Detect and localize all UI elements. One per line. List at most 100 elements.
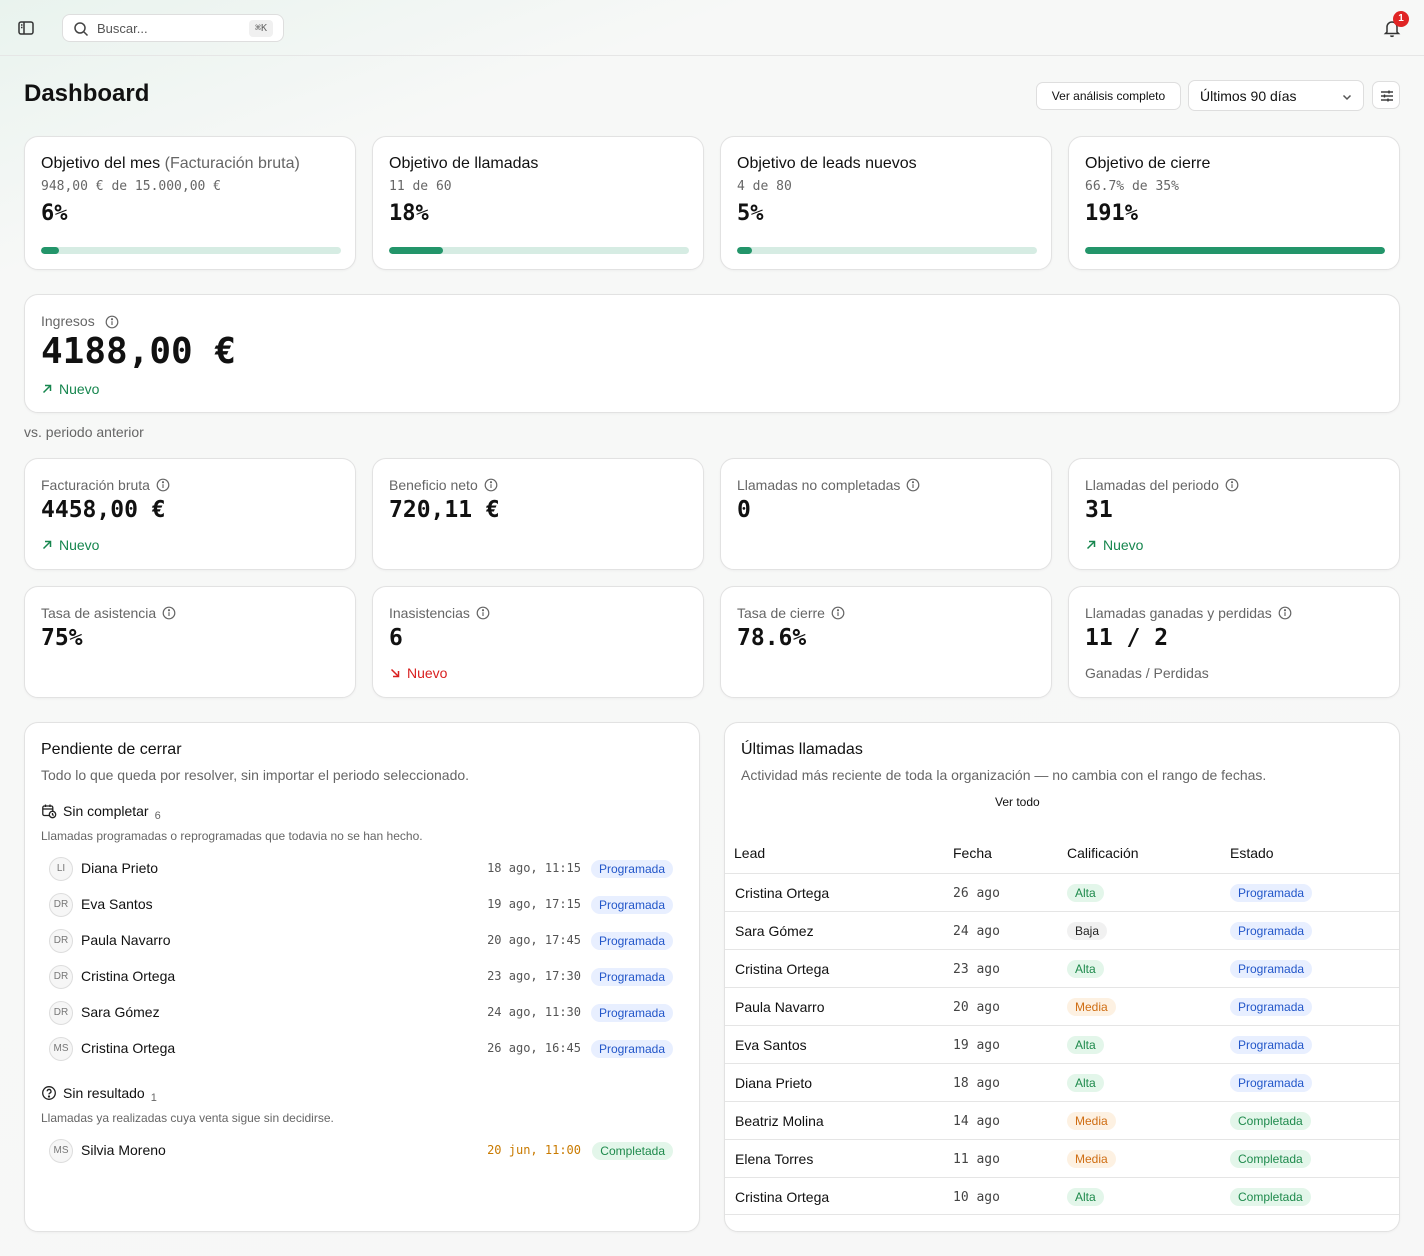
date-range-value: Últimos 90 días [1200, 88, 1297, 104]
column-header-lead[interactable]: Lead [734, 845, 766, 861]
metric-label: Tasa de asistencia [41, 605, 157, 621]
lead-name: Cristina Ortega [81, 968, 176, 984]
column-header-rating[interactable]: Calificación [1067, 845, 1139, 861]
column-header-status[interactable]: Estado [1230, 845, 1274, 861]
info-icon[interactable] [476, 606, 490, 620]
date-range-select[interactable]: Últimos 90 días [1188, 80, 1364, 111]
sliders-icon [1381, 90, 1393, 102]
table-row[interactable]: Paula Navarro 20 ago Media Programada [725, 987, 1399, 1025]
rating-badge: Alta [1067, 960, 1104, 978]
group-header-no-result: Sin resultado 1 [41, 1085, 157, 1104]
list-item[interactable]: LI Diana Prieto 18 ago, 11:15 Programada [49, 857, 673, 881]
metric-card-attendance-rate: Tasa de asistencia 75% [24, 586, 356, 698]
goal-progress-fill [389, 247, 443, 254]
info-icon[interactable] [156, 478, 170, 492]
search-shortcut: ⌘K [248, 20, 273, 37]
metric-value: 6 [389, 625, 403, 651]
metric-value: 31 [1085, 497, 1113, 523]
metric-label: Llamadas ganadas y perdidas [1085, 605, 1272, 621]
status-badge: Programada [590, 932, 673, 950]
goal-subtitle: 4 de 80 [737, 179, 792, 194]
filters-button[interactable] [1372, 81, 1400, 109]
table-row[interactable]: Elena Torres 11 ago Media Completada [725, 1139, 1399, 1177]
rating-badge: Alta [1067, 1188, 1104, 1206]
pending-card: Pendiente de cerrar Todo lo que queda po… [24, 722, 700, 1232]
info-icon[interactable] [831, 606, 845, 620]
table-row[interactable]: Cristina Ortega 26 ago Alta Programada [725, 873, 1399, 911]
list-item[interactable]: MS Cristina Ortega 26 ago, 16:45 Program… [49, 1037, 673, 1061]
metric-value: 78.6% [737, 625, 807, 651]
status-badge: Programada [590, 1004, 673, 1022]
status-badge: Programada [1230, 1036, 1313, 1054]
metric-trend: Nuevo [1085, 537, 1143, 553]
info-icon[interactable] [1278, 606, 1292, 620]
group-title: Sin completar [63, 803, 149, 819]
trend-label: Nuevo [59, 381, 100, 397]
metric-trend: Nuevo [389, 665, 447, 681]
metric-note: Ganadas / Perdidas [1085, 665, 1209, 681]
table-row[interactable]: Beatriz Molina 14 ago Media Completada [725, 1101, 1399, 1139]
info-icon[interactable] [484, 478, 498, 492]
call-date: 11 ago [953, 1152, 1000, 1167]
goal-card-month: Objetivo del mes (Facturación bruta) 948… [24, 136, 356, 270]
table-row[interactable]: Eva Santos 19 ago Alta Programada [725, 1025, 1399, 1063]
call-date: 18 ago, 11:15 [487, 861, 581, 875]
list-item[interactable]: DR Sara Gómez 24 ago, 11:30 Programada [49, 1001, 673, 1025]
list-item[interactable]: DR Eva Santos 19 ago, 17:15 Programada [49, 893, 673, 917]
list-item[interactable]: DR Paula Navarro 20 ago, 17:45 Programad… [49, 929, 673, 953]
status-badge: Programada [1230, 998, 1313, 1016]
metric-value: 0 [737, 497, 751, 523]
search-input[interactable]: Buscar... ⌘K [62, 14, 284, 42]
status-badge: Programada [590, 896, 673, 914]
list-item[interactable]: DR Cristina Ortega 23 ago, 17:30 Program… [49, 965, 673, 989]
info-icon[interactable] [1225, 478, 1239, 492]
call-date: 23 ago, 17:30 [487, 969, 581, 983]
trend-label: Nuevo [59, 537, 100, 553]
list-item[interactable]: MS Silvia Moreno 20 jun, 11:00 Completad… [49, 1139, 673, 1163]
goal-subtitle: 11 de 60 [389, 179, 452, 194]
metric-card-gross-billing: Facturación bruta 4458,00 € Nuevo [24, 458, 356, 570]
rating-badge: Alta [1067, 884, 1104, 902]
info-icon[interactable] [162, 606, 176, 620]
info-icon[interactable] [105, 315, 119, 334]
lead-name: Cristina Ortega [735, 1189, 830, 1205]
status-badge: Completada [1230, 1112, 1311, 1130]
trend-label: Nuevo [1103, 537, 1144, 553]
table-row[interactable]: Cristina Ortega 10 ago Alta Completada [725, 1177, 1399, 1215]
info-icon[interactable] [906, 478, 920, 492]
column-header-date[interactable]: Fecha [953, 845, 992, 861]
table-row[interactable]: Diana Prieto 18 ago Alta Programada [725, 1063, 1399, 1101]
goal-title: Objetivo de llamadas [389, 155, 539, 172]
status-badge: Programada [1230, 1074, 1313, 1092]
goal-progress-fill [1085, 247, 1385, 254]
revenue-label: Ingresos [41, 313, 95, 329]
status-badge: Completada [592, 1142, 673, 1160]
avatar: MS [49, 1037, 73, 1061]
avatar: DR [49, 893, 73, 917]
goal-percent: 191% [1085, 201, 1138, 226]
rating-badge: Media [1067, 1112, 1116, 1130]
full-analysis-button[interactable]: Ver análisis completo [1036, 82, 1181, 110]
metric-label: Facturación bruta [41, 477, 150, 493]
group-title: Sin resultado [63, 1085, 145, 1101]
lead-name: Elena Torres [735, 1151, 814, 1167]
group-description: Llamadas ya realizadas cuya venta sigue … [41, 1111, 334, 1125]
call-date: 24 ago [953, 924, 1000, 939]
goal-title: Objetivo de leads nuevos [737, 155, 917, 172]
arrow-up-right-icon [41, 382, 53, 394]
call-date: 20 jun, 11:00 [487, 1143, 581, 1157]
section-description: Actividad más reciente de toda la organi… [741, 767, 1267, 783]
goal-progress-fill [737, 247, 752, 254]
goal-progress-bar [1085, 247, 1385, 254]
view-all-link[interactable]: Ver todo [995, 795, 1040, 809]
help-circle-icon [41, 1085, 57, 1101]
lead-name: Silvia Moreno [81, 1142, 166, 1158]
table-row[interactable]: Cristina Ortega 23 ago Alta Programada [725, 949, 1399, 987]
goal-title-suffix: (Facturación bruta) [164, 155, 300, 172]
lead-name: Cristina Ortega [735, 885, 830, 901]
goal-progress-bar [737, 247, 1037, 254]
table-row[interactable]: Sara Gómez 24 ago Baja Programada [725, 911, 1399, 949]
sidebar-toggle-icon[interactable] [16, 18, 36, 38]
metric-label: Tasa de cierre [737, 605, 825, 621]
revenue-card: Ingresos 4188,00 € Nuevo [24, 294, 1400, 413]
